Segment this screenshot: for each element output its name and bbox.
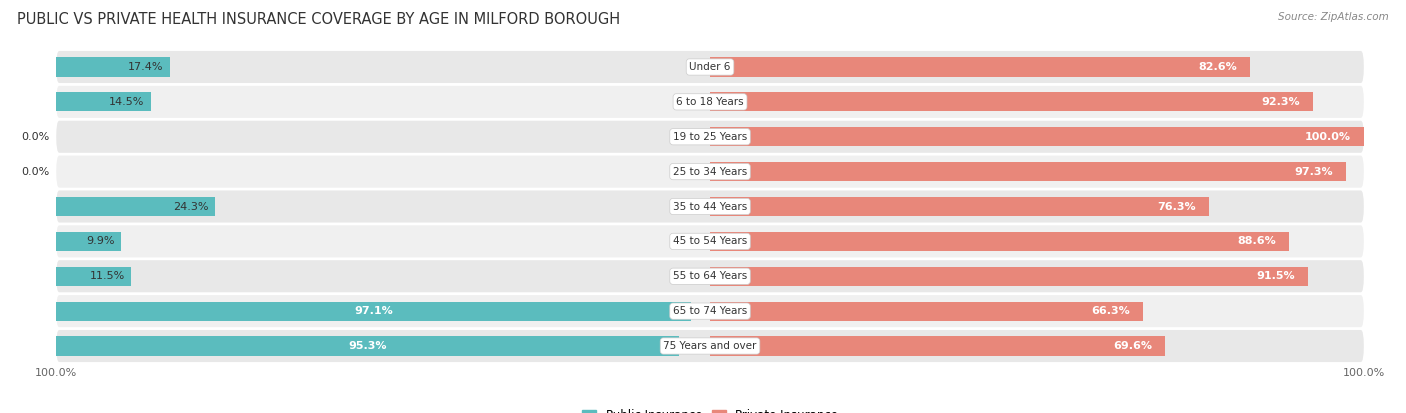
Bar	[710, 127, 1364, 146]
Text: 24.3%: 24.3%	[173, 202, 208, 211]
Text: 0.0%: 0.0%	[21, 132, 49, 142]
FancyBboxPatch shape	[56, 86, 1364, 118]
Bar	[56, 92, 150, 112]
Text: 82.6%: 82.6%	[1198, 62, 1237, 72]
Text: 91.5%: 91.5%	[1257, 271, 1295, 281]
Bar	[710, 57, 1250, 76]
Text: PUBLIC VS PRIVATE HEALTH INSURANCE COVERAGE BY AGE IN MILFORD BOROUGH: PUBLIC VS PRIVATE HEALTH INSURANCE COVER…	[17, 12, 620, 27]
Text: 66.3%: 66.3%	[1091, 306, 1130, 316]
Text: 55 to 64 Years: 55 to 64 Years	[673, 271, 747, 281]
Text: 97.1%: 97.1%	[354, 306, 394, 316]
FancyBboxPatch shape	[56, 295, 1364, 327]
Bar	[710, 162, 1346, 181]
Bar	[710, 232, 1289, 251]
Bar	[710, 337, 1166, 356]
FancyBboxPatch shape	[56, 51, 1364, 83]
Text: 88.6%: 88.6%	[1237, 236, 1277, 247]
Text: 19 to 25 Years: 19 to 25 Years	[673, 132, 747, 142]
Bar	[710, 267, 1308, 286]
Text: 0.0%: 0.0%	[21, 166, 49, 177]
Text: 17.4%: 17.4%	[128, 62, 163, 72]
Legend: Public Insurance, Private Insurance: Public Insurance, Private Insurance	[578, 404, 842, 413]
Text: 92.3%: 92.3%	[1261, 97, 1301, 107]
Text: 75 Years and over: 75 Years and over	[664, 341, 756, 351]
FancyBboxPatch shape	[56, 121, 1364, 153]
Bar	[710, 301, 1143, 321]
Bar	[56, 337, 679, 356]
Text: 97.3%: 97.3%	[1295, 166, 1333, 177]
Bar	[56, 301, 692, 321]
Text: 95.3%: 95.3%	[349, 341, 387, 351]
Bar	[56, 267, 131, 286]
Bar	[56, 197, 215, 216]
FancyBboxPatch shape	[56, 225, 1364, 257]
FancyBboxPatch shape	[56, 330, 1364, 362]
Text: 65 to 74 Years: 65 to 74 Years	[673, 306, 747, 316]
Bar	[710, 92, 1313, 112]
Text: Source: ZipAtlas.com: Source: ZipAtlas.com	[1278, 12, 1389, 22]
Text: 69.6%: 69.6%	[1114, 341, 1152, 351]
Text: 11.5%: 11.5%	[90, 271, 125, 281]
Text: 100.0%: 100.0%	[1305, 132, 1351, 142]
Text: Under 6: Under 6	[689, 62, 731, 72]
Bar	[710, 197, 1209, 216]
Text: 25 to 34 Years: 25 to 34 Years	[673, 166, 747, 177]
Text: 9.9%: 9.9%	[86, 236, 114, 247]
Text: 6 to 18 Years: 6 to 18 Years	[676, 97, 744, 107]
FancyBboxPatch shape	[56, 190, 1364, 223]
FancyBboxPatch shape	[56, 156, 1364, 188]
Text: 35 to 44 Years: 35 to 44 Years	[673, 202, 747, 211]
Text: 45 to 54 Years: 45 to 54 Years	[673, 236, 747, 247]
Bar	[56, 232, 121, 251]
FancyBboxPatch shape	[56, 260, 1364, 292]
Bar	[56, 57, 170, 76]
Text: 14.5%: 14.5%	[110, 97, 145, 107]
Text: 76.3%: 76.3%	[1157, 202, 1195, 211]
